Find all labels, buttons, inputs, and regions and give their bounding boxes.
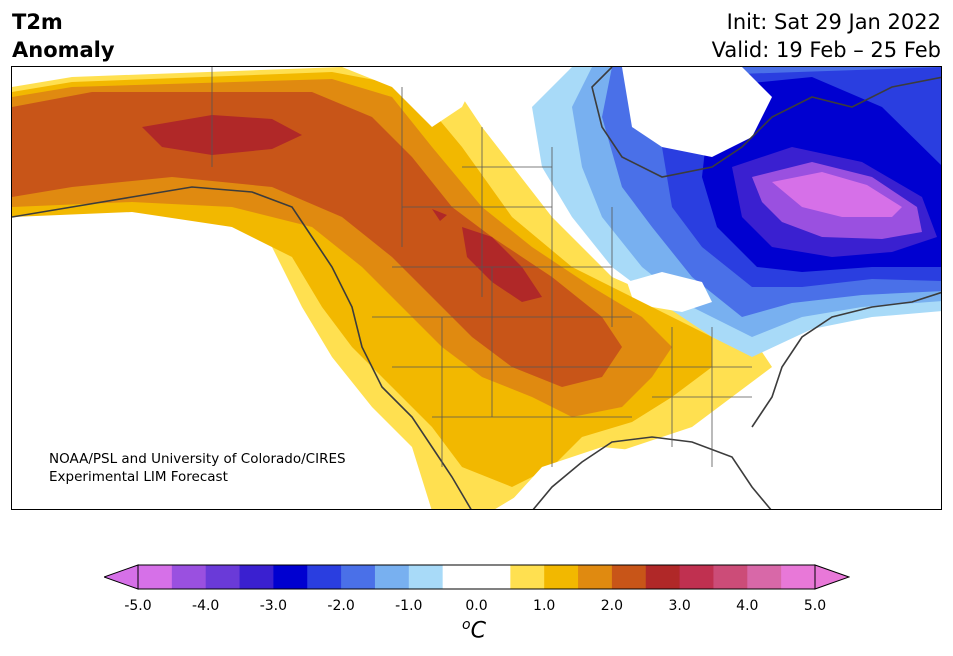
anomaly-band-3.0 — [142, 115, 542, 302]
colorbar-cell — [476, 565, 511, 589]
colorbar-cell — [239, 565, 274, 589]
title-quantity: Anomaly — [12, 38, 115, 62]
colorbar-cell — [307, 565, 342, 589]
great-lakes — [627, 272, 712, 312]
colorbar-cell — [510, 565, 545, 589]
colorbar-tick-label: -4.0 — [192, 598, 220, 614]
gulf-of-mexico — [503, 447, 731, 509]
colorbar-tick-label: -2.0 — [327, 598, 355, 614]
arctic-islands — [342, 67, 482, 127]
colorbar-cell — [781, 565, 816, 589]
colorbar-cell — [138, 565, 173, 589]
colorbar-tick-label: -1.0 — [395, 598, 423, 614]
colorbar-tick-label: -5.0 — [124, 598, 152, 614]
map-title: T2m Anomaly — [12, 8, 115, 64]
colorbar-cell — [171, 565, 207, 589]
colorbar-cell — [374, 565, 410, 589]
colorbar-tick-label: 4.0 — [736, 598, 759, 614]
credit-line-1: NOAA/PSL and University of Colorado/CIRE… — [49, 451, 346, 467]
colorbar-cell — [341, 565, 376, 589]
colorbar-cell — [611, 565, 647, 589]
colorbar-tick-label: 1.0 — [533, 598, 556, 614]
colorbar — [104, 564, 850, 590]
colorbar-cell — [544, 565, 579, 589]
north-america-coastline — [12, 67, 941, 509]
colorbar-cell — [408, 565, 444, 589]
colorbar-outline — [137, 564, 816, 590]
colorbar-cell — [205, 565, 241, 589]
colorbar-tick-label: -3.0 — [259, 598, 288, 614]
valid-dates: Valid: 19 Feb – 25 Feb — [711, 38, 941, 62]
colorbar-cell — [273, 565, 308, 589]
colorbar-over-arrow — [814, 564, 850, 590]
colorbar-cell — [747, 565, 782, 589]
init-date: Init: Sat 29 Jan 2022 — [726, 10, 941, 34]
anomaly-band-minus4.5 — [772, 172, 902, 217]
colorbar-under-arrow — [104, 564, 139, 590]
degree-symbol: o — [462, 617, 471, 633]
title-variable: T2m — [12, 10, 63, 34]
credit-line-2: Experimental LIM Forecast — [49, 469, 228, 485]
anomaly-map — [11, 66, 942, 510]
colorbar-cell — [645, 565, 681, 589]
colorbar-cell — [442, 565, 477, 589]
colorbar-tick-label: 3.0 — [668, 598, 691, 614]
colorbar-tick-label: 2.0 — [600, 598, 624, 614]
colorbar-unit: oC — [462, 617, 486, 643]
unit-letter: C — [470, 618, 486, 644]
map-canvas — [12, 67, 941, 509]
colorbar-cell — [578, 565, 613, 589]
hudson-bay — [622, 67, 772, 157]
colorbar-cell — [679, 565, 714, 589]
anomaly-band-2.5 — [12, 92, 622, 387]
data-credit: NOAA/PSL and University of Colorado/CIRE… — [49, 450, 346, 486]
colorbar-cell — [713, 565, 748, 589]
forecast-dates: Init: Sat 29 Jan 2022 Valid: 19 Feb – 25… — [712, 8, 941, 64]
colorbar-tick-label: 5.0 — [803, 598, 827, 614]
colorbar-cells — [138, 565, 816, 589]
colorbar-tick-label: 0.0 — [465, 598, 488, 614]
state-borders — [211, 67, 752, 467]
